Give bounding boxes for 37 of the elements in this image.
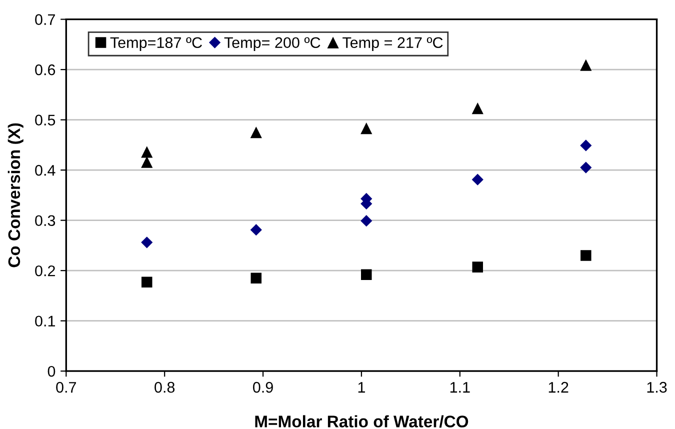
point xyxy=(141,276,152,288)
point xyxy=(580,140,592,152)
legend-label: Temp= 200 ºC xyxy=(224,37,320,52)
point xyxy=(250,126,262,138)
point xyxy=(472,262,483,272)
legend-label: Temp = 217 ºC xyxy=(342,37,443,52)
y-tick-label: 0.7 xyxy=(35,14,55,25)
y-tick-label: 0 xyxy=(48,366,56,377)
x-tick-label: 0.7 xyxy=(56,382,76,393)
point xyxy=(360,215,372,227)
x-tick-label: 0.9 xyxy=(253,382,273,393)
y-tick-label: 0.5 xyxy=(35,114,56,126)
y-tick-label: 0.1 xyxy=(35,316,55,327)
point xyxy=(472,174,484,186)
point xyxy=(141,156,153,168)
point xyxy=(250,224,262,236)
y-tick-label: 0.3 xyxy=(35,215,56,226)
x-tick-label: 1.2 xyxy=(548,382,568,393)
legend-label: Temp=187 ºC xyxy=(110,37,202,52)
point xyxy=(580,250,592,261)
y-axis-title: Co Conversion (X) xyxy=(8,123,24,268)
point xyxy=(250,272,262,284)
x-tick-label: 1 xyxy=(358,382,365,393)
y-tick-label: 0.6 xyxy=(35,64,56,76)
y-tick-label: 0.2 xyxy=(35,265,55,276)
point xyxy=(472,102,484,114)
point xyxy=(360,122,372,134)
x-axis-title: M=Molar Ratio of Water/CO xyxy=(255,415,468,428)
y-tick-label: 0.4 xyxy=(35,164,56,176)
point xyxy=(141,236,153,248)
x-tick-label: 1.1 xyxy=(450,382,470,393)
point xyxy=(580,59,592,71)
x-tick-label: 1.3 xyxy=(647,382,667,393)
point xyxy=(580,162,592,174)
point xyxy=(361,269,372,280)
x-tick-label: 0.8 xyxy=(154,382,175,393)
point xyxy=(141,146,153,158)
